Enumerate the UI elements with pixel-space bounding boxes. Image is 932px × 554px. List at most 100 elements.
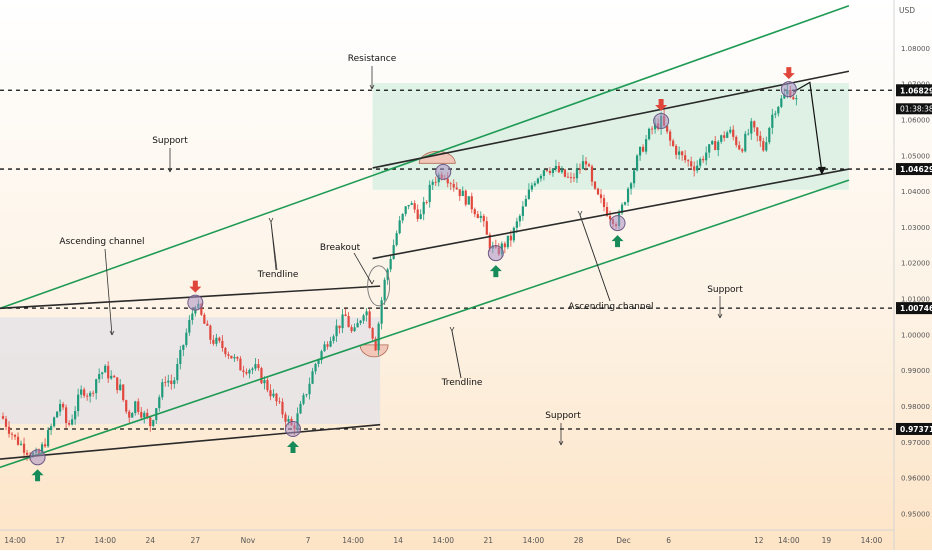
candle-body[interactable] xyxy=(479,215,482,219)
candle-body[interactable] xyxy=(194,308,197,314)
candle-body[interactable] xyxy=(122,384,125,401)
pivot-circle-7[interactable] xyxy=(780,81,797,98)
candle-body[interactable] xyxy=(551,168,555,173)
candle-body[interactable] xyxy=(452,183,455,188)
candle-body[interactable] xyxy=(644,139,648,152)
candle-body[interactable] xyxy=(332,336,335,341)
candle-body[interactable] xyxy=(19,443,23,445)
candle-body[interactable] xyxy=(602,198,606,207)
candle-body[interactable] xyxy=(398,220,401,234)
candle-body[interactable] xyxy=(792,97,795,100)
candle-body[interactable] xyxy=(161,382,164,398)
candle-body[interactable] xyxy=(428,184,431,203)
candle-body[interactable] xyxy=(605,206,609,216)
candle-body[interactable] xyxy=(467,196,470,205)
pivot-circle-2[interactable] xyxy=(284,421,301,438)
pivot-circle-4[interactable] xyxy=(487,245,504,262)
pivot-circle-3[interactable] xyxy=(435,163,452,180)
candle-body[interactable] xyxy=(350,327,353,332)
candle-body[interactable] xyxy=(344,314,347,317)
candle-body[interactable] xyxy=(140,411,143,418)
candle-body[interactable] xyxy=(395,233,398,246)
candle-body[interactable] xyxy=(242,370,245,372)
candle-body[interactable] xyxy=(200,303,203,315)
candle-body[interactable] xyxy=(266,380,269,391)
candle-body[interactable] xyxy=(732,129,735,137)
candle-body[interactable] xyxy=(407,204,410,207)
candle-body[interactable] xyxy=(314,363,317,372)
candle-body[interactable] xyxy=(320,351,323,361)
candle-body[interactable] xyxy=(777,106,780,114)
trendline-left-channel-bottom[interactable] xyxy=(0,423,381,460)
candle-body[interactable] xyxy=(641,146,645,152)
candle-body[interactable] xyxy=(702,158,705,161)
candle-body[interactable] xyxy=(311,371,314,384)
candle-body[interactable] xyxy=(212,339,215,344)
candle-body[interactable] xyxy=(536,178,540,184)
candle-body[interactable] xyxy=(729,129,732,133)
candle-body[interactable] xyxy=(738,145,741,150)
candle-body[interactable] xyxy=(326,344,329,347)
candle-body[interactable] xyxy=(302,395,305,404)
candle-body[interactable] xyxy=(143,412,146,418)
candle-body[interactable] xyxy=(431,181,434,185)
candle-body[interactable] xyxy=(575,169,579,179)
candle-body[interactable] xyxy=(666,125,669,132)
candle-body[interactable] xyxy=(77,394,80,412)
candle-body[interactable] xyxy=(545,170,549,172)
candle-body[interactable] xyxy=(104,365,107,373)
candle-body[interactable] xyxy=(191,313,194,321)
candle-body[interactable] xyxy=(548,170,552,173)
candle-body[interactable] xyxy=(717,141,720,151)
candle-body[interactable] xyxy=(632,170,636,184)
candle-body[interactable] xyxy=(365,311,368,316)
candle-body[interactable] xyxy=(566,176,570,178)
candle-body[interactable] xyxy=(578,169,582,170)
candle-body[interactable] xyxy=(401,213,404,221)
candle-body[interactable] xyxy=(699,158,702,166)
candle-body[interactable] xyxy=(533,183,536,186)
candle-body[interactable] xyxy=(521,206,524,216)
candle-body[interactable] xyxy=(55,411,59,418)
candle-body[interactable] xyxy=(762,141,765,151)
candle-body[interactable] xyxy=(470,196,473,210)
candle-body[interactable] xyxy=(554,165,558,169)
candle-body[interactable] xyxy=(741,149,744,152)
candle-body[interactable] xyxy=(449,183,452,185)
candle-body[interactable] xyxy=(419,214,422,219)
candle-body[interactable] xyxy=(368,311,371,329)
candle-body[interactable] xyxy=(765,142,768,151)
candle-body[interactable] xyxy=(251,368,254,371)
candle-body[interactable] xyxy=(425,202,428,203)
candle-body[interactable] xyxy=(464,190,467,205)
candle-body[interactable] xyxy=(488,234,491,249)
candle-body[interactable] xyxy=(16,436,20,445)
candle-body[interactable] xyxy=(482,215,485,222)
candle-body[interactable] xyxy=(374,338,377,351)
candle-body[interactable] xyxy=(563,169,567,177)
candle-body[interactable] xyxy=(596,188,600,195)
candle-body[interactable] xyxy=(170,380,173,385)
candle-body[interactable] xyxy=(446,178,449,184)
candle-body[interactable] xyxy=(131,413,134,418)
candle-body[interactable] xyxy=(774,113,777,115)
candle-body[interactable] xyxy=(584,161,588,165)
candle-body[interactable] xyxy=(635,155,639,171)
candle-body[interactable] xyxy=(347,316,350,328)
candle-body[interactable] xyxy=(720,135,723,142)
candle-body[interactable] xyxy=(485,221,488,235)
candle-body[interactable] xyxy=(227,354,230,356)
candle-body[interactable] xyxy=(86,395,89,397)
candle-body[interactable] xyxy=(80,389,83,395)
candle-body[interactable] xyxy=(65,407,68,423)
candle-body[interactable] xyxy=(206,323,209,326)
candle-body[interactable] xyxy=(647,128,651,140)
candle-body[interactable] xyxy=(188,320,191,333)
candle-body[interactable] xyxy=(681,151,684,156)
candle-body[interactable] xyxy=(257,364,260,369)
candle-body[interactable] xyxy=(40,444,44,454)
candle-body[interactable] xyxy=(726,132,729,138)
candle-body[interactable] xyxy=(284,414,287,422)
candle-body[interactable] xyxy=(705,152,708,161)
